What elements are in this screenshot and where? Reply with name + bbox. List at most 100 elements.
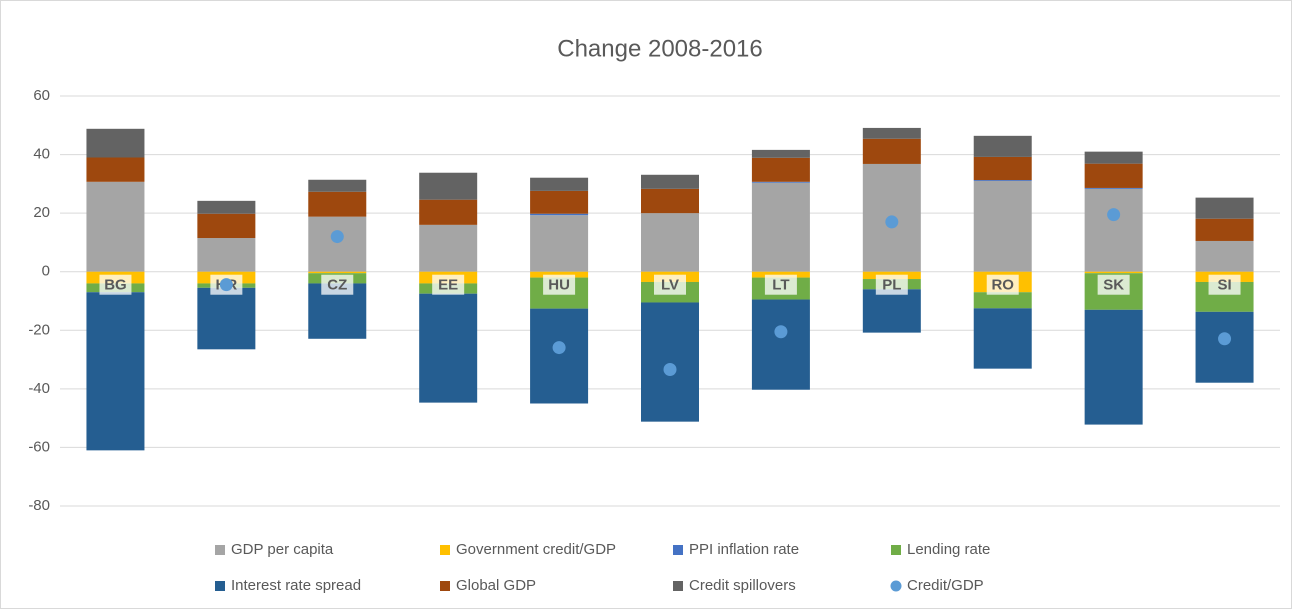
legend-label: GDP per capita <box>231 541 334 558</box>
legend-marker <box>440 581 450 591</box>
bar-segment <box>641 174 699 189</box>
bar-segment <box>1195 311 1254 383</box>
bar-segment <box>1195 240 1254 272</box>
bar-segment <box>419 293 478 403</box>
bar-segment <box>530 213 589 216</box>
bar-segment <box>530 177 589 191</box>
bar-segment <box>1084 187 1143 189</box>
y-tick-label: 0 <box>42 263 50 280</box>
legend-label: Credit spillovers <box>689 577 796 594</box>
legend-marker <box>673 581 683 591</box>
x-tick-label: LV <box>661 277 679 294</box>
x-tick-label: RO <box>991 277 1014 294</box>
bar-segment <box>1195 218 1254 241</box>
category-label-box <box>99 274 132 295</box>
legend-marker <box>215 545 225 555</box>
bar-segment <box>1084 271 1143 274</box>
scatter-point <box>663 363 677 377</box>
legend-marker <box>891 545 901 555</box>
legend-label: Credit/GDP <box>907 577 984 594</box>
bar-segment <box>973 292 1032 309</box>
x-tick-label: CZ <box>327 277 347 294</box>
category-label-box <box>1097 274 1130 295</box>
y-tick-label: -20 <box>28 321 50 338</box>
bar-segment <box>862 138 921 164</box>
bar-segment <box>1084 163 1143 188</box>
legend-marker <box>215 581 225 591</box>
bar-segment <box>973 135 1032 157</box>
bar-segment <box>419 224 478 272</box>
category-label-box <box>654 274 686 295</box>
x-tick-label: BG <box>104 277 127 294</box>
scatter-point <box>1107 208 1121 222</box>
legend-label: Interest rate spread <box>231 577 361 594</box>
y-tick-label: 20 <box>33 204 50 221</box>
bar-segment <box>1195 197 1254 219</box>
bar-segment <box>1084 188 1143 272</box>
bar-segment <box>641 188 699 214</box>
bar-segment <box>308 191 367 217</box>
scatter-point <box>1218 332 1232 346</box>
x-tick-label: SI <box>1217 277 1231 294</box>
bar-segment <box>197 213 256 239</box>
bar-segment <box>1084 151 1143 164</box>
bar-segment <box>530 190 589 214</box>
y-tick-label: 60 <box>33 87 50 104</box>
category-label-box <box>321 274 354 295</box>
bar-segment <box>197 238 256 272</box>
legend-label: PPI inflation rate <box>689 541 799 558</box>
bar-segment <box>530 215 589 272</box>
x-tick-label: LT <box>772 277 789 294</box>
scatter-point <box>330 230 344 244</box>
bar-segment <box>86 157 145 182</box>
category-label-box <box>875 274 908 295</box>
bar-segment <box>862 127 921 139</box>
x-tick-label: PL <box>882 277 901 294</box>
bar-segment <box>751 182 810 272</box>
legend-label: Lending rate <box>907 541 990 558</box>
scatter-point <box>219 278 233 292</box>
bar-segment <box>530 308 589 404</box>
bar-segment <box>1084 309 1143 425</box>
x-tick-label: EE <box>438 277 458 294</box>
category-label-box <box>764 274 797 295</box>
category-label-box <box>543 274 576 295</box>
bar-segment <box>641 302 699 422</box>
y-tick-label: -60 <box>28 438 50 455</box>
bar-segment <box>973 156 1032 181</box>
category-label-box <box>986 274 1019 295</box>
scatter-point <box>885 215 899 229</box>
x-tick-label: HU <box>548 277 570 294</box>
bar-segment <box>86 128 145 158</box>
bar-segment <box>973 180 1032 181</box>
bar-segment <box>197 200 256 214</box>
bar-segment <box>308 216 367 272</box>
bar-segment <box>197 287 256 350</box>
legend-marker <box>673 545 683 555</box>
legend-marker <box>890 580 902 592</box>
bar-segment <box>86 292 145 451</box>
category-label-box <box>1208 274 1241 295</box>
y-tick-label: -40 <box>28 380 50 397</box>
legend-label: Government credit/GDP <box>456 541 616 558</box>
bar-segment <box>419 199 478 225</box>
bar-segment <box>751 299 810 390</box>
bar-segment <box>751 157 810 182</box>
legend-label: Global GDP <box>456 577 536 594</box>
scatter-point <box>552 341 566 355</box>
bar-segment <box>751 181 810 183</box>
y-tick-label: -80 <box>28 497 50 514</box>
bar-segment <box>973 308 1032 369</box>
bar-segment <box>862 289 921 333</box>
category-label-box <box>432 274 465 295</box>
bar-segment <box>751 149 810 158</box>
bar-segment <box>419 172 478 200</box>
legend-marker <box>440 545 450 555</box>
y-tick-label: 40 <box>33 146 50 163</box>
scatter-point <box>774 325 788 339</box>
x-tick-label: SK <box>1103 277 1124 294</box>
bar-segment <box>86 181 145 272</box>
bar-segment <box>530 271 589 278</box>
chart-title: Change 2008-2016 <box>557 35 763 62</box>
